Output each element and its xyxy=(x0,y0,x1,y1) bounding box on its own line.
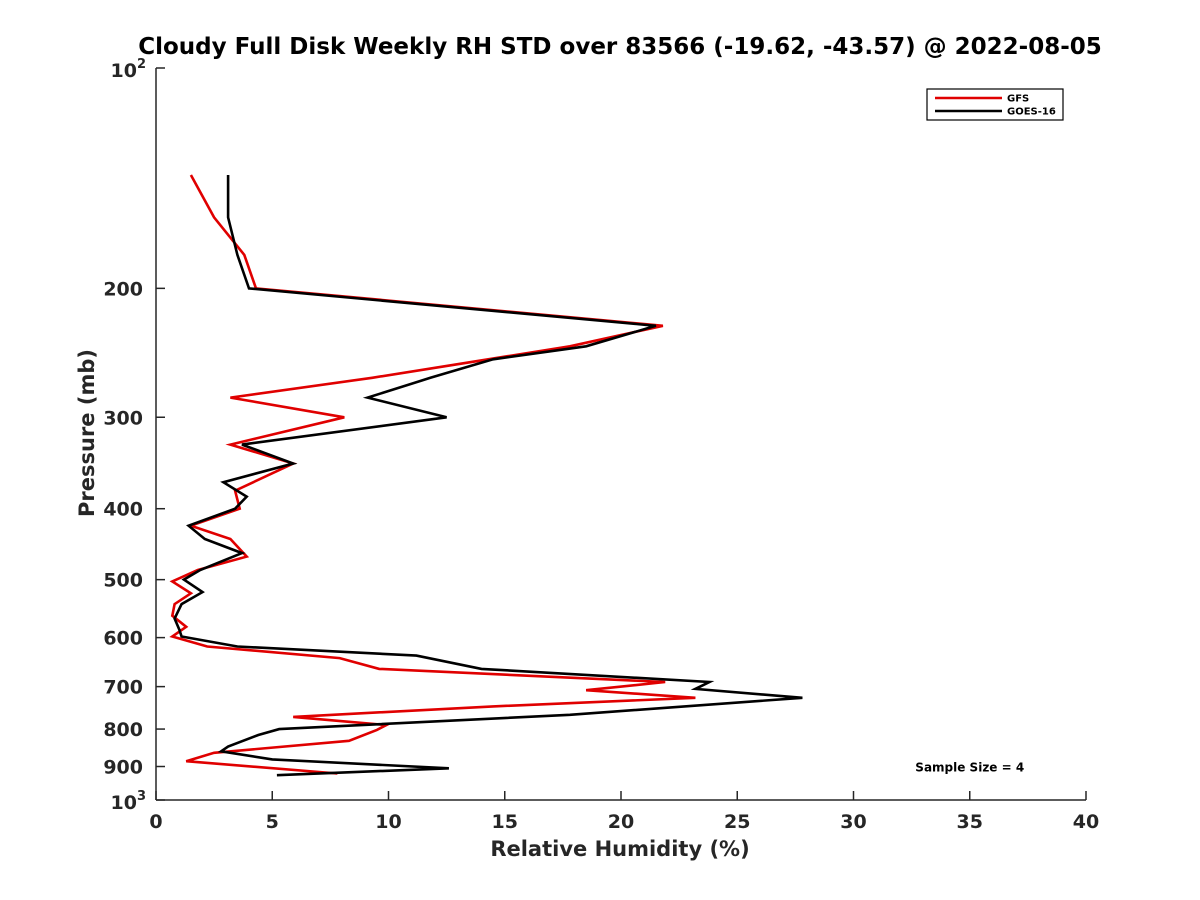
y-tick-label-bottom: 103 xyxy=(111,789,147,814)
x-tick-label: 0 xyxy=(149,811,162,833)
series-line-goes-16 xyxy=(173,175,803,777)
annotation-layer: Sample Size = 4 xyxy=(915,761,1024,775)
sample-size-annotation: Sample Size = 4 xyxy=(915,761,1024,775)
x-axis-label: Relative Humidity (%) xyxy=(490,837,749,861)
x-tick-label: 35 xyxy=(957,811,983,833)
x-tick-label: 40 xyxy=(1073,811,1099,833)
x-tick-label: 15 xyxy=(492,811,518,833)
y-tick-label: 600 xyxy=(103,628,143,650)
y-tick-label: 700 xyxy=(103,677,143,699)
y-tick-label: 500 xyxy=(103,570,143,592)
chart-title: Cloudy Full Disk Weekly RH STD over 8356… xyxy=(138,34,1102,60)
x-tick-label: 25 xyxy=(724,811,750,833)
series-line-gfs xyxy=(169,174,696,775)
y-tick-label: 200 xyxy=(103,278,143,300)
legend-box xyxy=(926,88,1064,121)
x-tick-label: 30 xyxy=(840,811,866,833)
x-tick-label: 5 xyxy=(266,811,279,833)
y-tick-label: 300 xyxy=(103,407,143,429)
y-tick-label-top: 102 xyxy=(111,57,147,82)
legend-label-gfs: GFS xyxy=(1007,94,1029,105)
x-tick-label: 10 xyxy=(375,811,401,833)
series-layer xyxy=(169,174,803,777)
legend-label-goes-16: GOES-16 xyxy=(1007,107,1056,118)
y-axis-label: Pressure (mb) xyxy=(75,349,99,517)
legend: GFS GOES-16 xyxy=(926,88,1064,121)
y-tick-label: 800 xyxy=(103,719,143,741)
y-tick-label: 400 xyxy=(103,499,143,521)
axes: 0 5 10 15 20 25 30 35 40 200 300 400 500 600 700 800 900… xyxy=(103,57,1099,833)
y-tick-label: 900 xyxy=(103,757,143,779)
x-tick-label: 20 xyxy=(608,811,634,833)
